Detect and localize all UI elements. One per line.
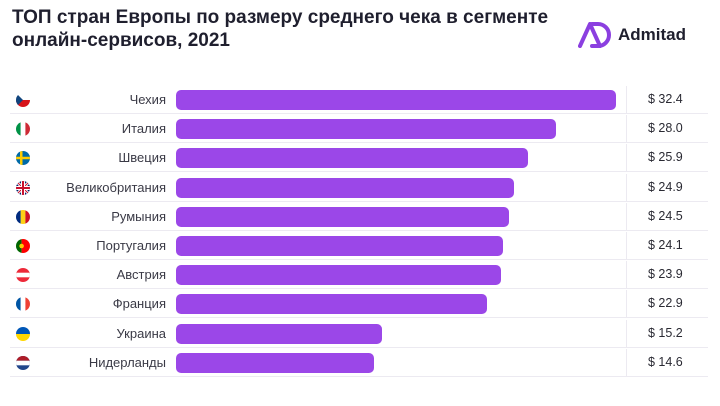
row-divider	[10, 142, 708, 144]
value-label: $ 32.4	[648, 92, 683, 106]
chart-row: Румыния $ 24.5	[0, 202, 720, 231]
row-divider	[10, 346, 708, 348]
bar	[176, 236, 504, 256]
row-divider	[10, 113, 708, 114]
value-label: $ 22.9	[648, 296, 683, 311]
chart-row: Украина $ 15.2	[0, 319, 720, 348]
value-label: $ 23.9	[648, 267, 683, 282]
value-label: $ 15.2	[648, 325, 683, 340]
bar	[176, 265, 501, 286]
romania-flag-icon	[16, 209, 30, 224]
ukraine-flag-icon	[16, 326, 30, 341]
bar	[176, 352, 375, 373]
value-label: $ 24.5	[648, 208, 683, 223]
bar	[176, 206, 509, 227]
column-divider	[626, 86, 627, 114]
chart-row: Великобритания $ 24.9	[0, 173, 720, 202]
czech-flag-icon	[16, 93, 30, 107]
value-label: $ 24.9	[648, 179, 683, 194]
column-divider	[626, 261, 627, 290]
bar	[176, 294, 487, 315]
bar	[176, 177, 515, 198]
chart-title: ТОП стран Европы по размеру среднего чек…	[12, 7, 549, 51]
row-divider	[10, 259, 708, 260]
bar	[176, 148, 528, 169]
chart-row: Чехия $ 32.4	[0, 86, 720, 114]
row-divider	[10, 317, 708, 319]
portugal-flag-icon	[16, 239, 30, 253]
uk-flag-icon	[16, 180, 30, 195]
category-label: Чехия	[129, 92, 166, 107]
value-label: $ 28.0	[648, 121, 683, 136]
chart-row: Австрия $ 23.9	[0, 261, 720, 290]
netherlands-flag-icon	[16, 355, 30, 370]
value-label: $ 14.6	[648, 354, 683, 369]
column-divider	[626, 290, 627, 319]
admitad-logo-icon	[578, 22, 611, 48]
row-divider	[10, 200, 708, 202]
row-divider	[10, 229, 708, 231]
value-label: $ 25.9	[648, 150, 683, 165]
chart-row: Португалия $ 24.1	[0, 232, 720, 260]
column-divider	[626, 232, 627, 260]
category-label: Франция	[112, 296, 166, 312]
brand-name: Admitad	[618, 25, 686, 44]
column-divider	[626, 173, 627, 202]
sweden-flag-icon	[16, 151, 30, 166]
italy-flag-icon	[16, 122, 30, 137]
category-label: Румыния	[111, 208, 166, 224]
brand-logo: Admitad	[578, 22, 686, 48]
column-divider	[626, 202, 627, 231]
category-label: Нидерланды	[88, 354, 166, 370]
category-label: Италия	[121, 121, 166, 137]
chart-row: Нидерланды $ 14.6	[0, 348, 720, 377]
category-label: Португалия	[96, 238, 166, 253]
value-label: $ 24.1	[648, 238, 683, 252]
column-divider	[626, 115, 627, 144]
chart-row: Франция $ 22.9	[0, 290, 720, 319]
row-divider	[10, 171, 708, 173]
column-divider	[626, 144, 627, 173]
bar	[176, 119, 557, 140]
bar	[176, 90, 616, 110]
austria-flag-icon	[16, 268, 30, 283]
bar-chart: Чехия $ 32.4 Италия $ 28.0 Швеция $ 25.9 Велик…	[0, 86, 720, 386]
chart-row: Швеция $ 25.9	[0, 144, 720, 173]
category-label: Великобритания	[66, 179, 166, 195]
france-flag-icon	[16, 297, 30, 312]
chart-row: Италия $ 28.0	[0, 115, 720, 144]
column-divider	[626, 348, 627, 377]
category-label: Австрия	[116, 267, 166, 283]
category-label: Украина	[116, 325, 167, 341]
column-divider	[626, 319, 627, 348]
bar	[176, 323, 383, 344]
category-label: Швеция	[118, 150, 166, 166]
row-divider	[10, 375, 708, 377]
row-divider	[10, 288, 708, 290]
